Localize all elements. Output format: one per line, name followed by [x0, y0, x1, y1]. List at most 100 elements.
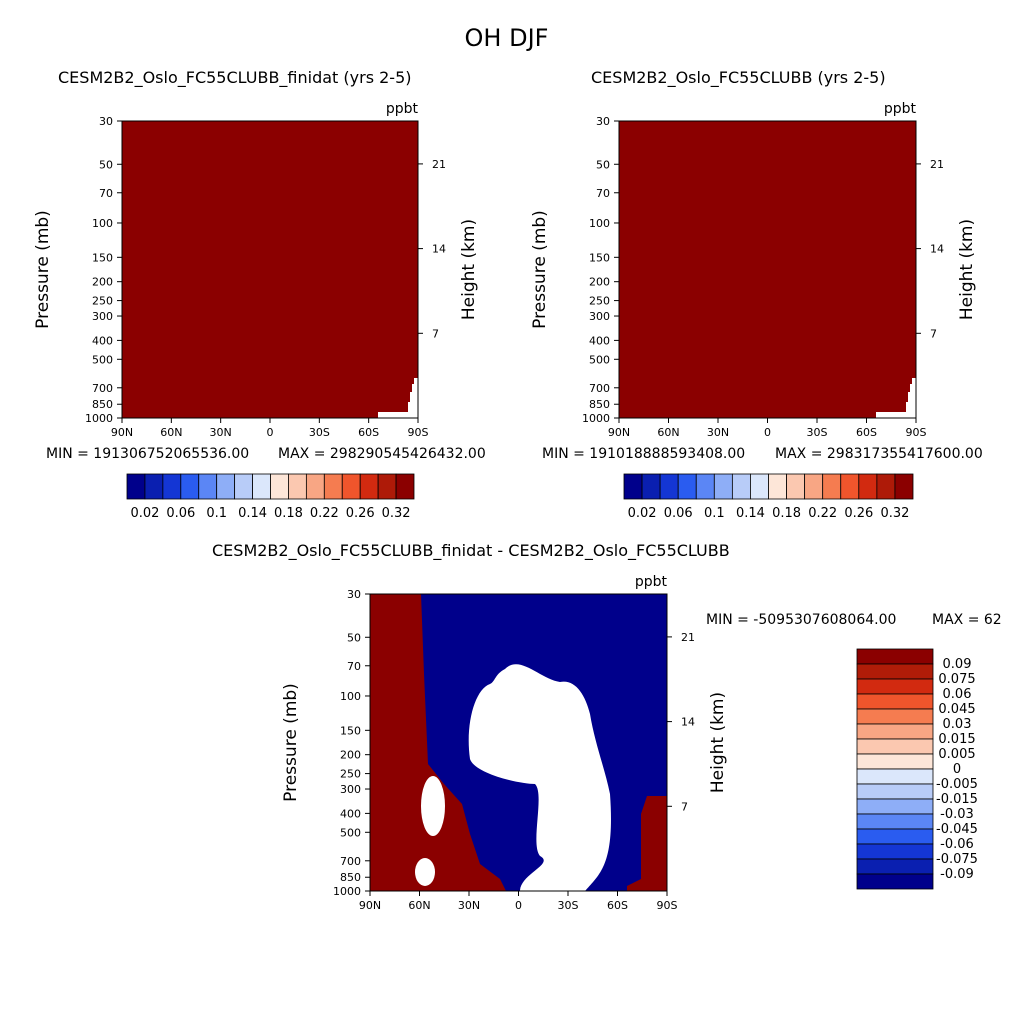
colorbar-swatch [786, 473, 806, 500]
colorbar-label: -0.045 [936, 822, 978, 837]
colorbar-swatch [856, 813, 934, 830]
x-tick-label: 0 [515, 899, 522, 912]
colorbar-label: 0.045 [938, 702, 975, 717]
colorbar-swatch [822, 473, 842, 500]
x-tick-label: 0 [267, 426, 274, 439]
y-tick-label: 250 [589, 295, 610, 308]
colorbar-swatch [288, 473, 307, 500]
y-tick-label: 200 [92, 276, 113, 289]
colorbar-swatch [768, 473, 787, 500]
colorbar-swatch [713, 473, 733, 500]
colorbar-swatch [677, 473, 697, 500]
y-tick-label: 850 [92, 398, 113, 411]
colorbar-label: -0.09 [940, 867, 974, 882]
x-tick-label: 30N [707, 426, 729, 439]
panel-1-min: MIN = 191306752065536.00 [46, 446, 250, 462]
colorbar-label: 0.1 [206, 506, 227, 521]
positive-region-right [627, 796, 667, 891]
y-tick-label: 850 [589, 398, 610, 411]
y-tick-label: 100 [92, 217, 113, 230]
colorbar-swatch [198, 473, 218, 500]
x-tick-label: 90N [111, 426, 133, 439]
colorbar-label: 0.015 [938, 732, 975, 747]
y-axis-title: Pressure (mb) [281, 683, 301, 802]
colorbar-swatch [856, 828, 934, 845]
panel-2-title: CESM2B2_Oslo_FC55CLUBB (yrs 2-5) [591, 68, 886, 87]
page-title: OH DJF [464, 24, 549, 52]
y-tick-label: 400 [340, 807, 361, 820]
x-tick-label: 30S [309, 426, 330, 439]
y-axis-title: Pressure (mb) [33, 210, 53, 329]
colorbar-label: -0.015 [936, 792, 978, 807]
x-tick-label: 30N [210, 426, 232, 439]
colorbar-swatch [876, 473, 896, 500]
y-tick-label: 70 [596, 187, 610, 200]
colorbar-swatch [623, 473, 643, 500]
colorbar-label: 0.14 [238, 506, 267, 521]
colorbar-label: 0.02 [130, 506, 159, 521]
height-tick-label: 21 [432, 158, 446, 171]
x-tick-label: 30S [558, 899, 579, 912]
colorbar-label: 0.22 [310, 506, 339, 521]
colorbar-swatch [395, 473, 415, 500]
colorbar-label: 0.26 [346, 506, 375, 521]
colorbar-swatch [856, 738, 934, 755]
y-axis-right-title: Height (km) [459, 219, 479, 320]
panel-1-colorbar: 0.02 0.06 0.1 0.14 0.18 0.22 0.26 0.32 [126, 473, 415, 521]
colorbar-swatch [359, 473, 379, 500]
y-tick-label: 150 [340, 724, 361, 737]
y-tick-label: 300 [340, 783, 361, 796]
field-fill [619, 121, 916, 418]
y-axis-right-title: Height (km) [708, 692, 728, 793]
units-label: ppbt [884, 101, 917, 117]
y-tick-label: 70 [99, 187, 113, 200]
panel-3-title: CESM2B2_Oslo_FC55CLUBB_finidat - CESM2B2… [212, 541, 730, 560]
panel-3-plot: 90N 60N 30N 0 30S 60S 90S 30 50 70 100 150 200 250 300… [281, 574, 728, 912]
colorbar-swatch [252, 473, 271, 500]
colorbar-swatch [856, 708, 934, 725]
colorbar-swatch [856, 678, 934, 695]
colorbar-swatch [804, 473, 824, 500]
units-label: ppbt [635, 574, 668, 590]
y-tick-label: 200 [340, 749, 361, 762]
near-zero-patch [415, 858, 435, 886]
y-tick-label: 50 [99, 158, 113, 171]
colorbar-label: 0.1 [704, 506, 725, 521]
x-tick-label: 60N [408, 899, 430, 912]
y-tick-label: 1000 [582, 412, 610, 425]
colorbar-swatch [270, 473, 289, 500]
x-tick-label: 30N [458, 899, 480, 912]
colorbar-swatch [856, 768, 934, 785]
y-tick-label: 300 [92, 310, 113, 323]
y-tick-label: 300 [589, 310, 610, 323]
x-tick-label: 90S [408, 426, 429, 439]
y-tick-label: 500 [589, 353, 610, 366]
colorbar-swatch [856, 723, 934, 740]
height-tick-label: 14 [930, 243, 944, 256]
y-tick-label: 400 [589, 334, 610, 347]
colorbar-label: -0.005 [936, 777, 978, 792]
colorbar-label: 0 [953, 762, 961, 777]
panel-1-plot: 90N 60N 30N 0 30S 60S 90S 30 50 70 100 150 200 250 300… [33, 101, 479, 439]
y-tick-label: 850 [340, 871, 361, 884]
panel-1-title: CESM2B2_Oslo_FC55CLUBB_finidat (yrs 2-5) [58, 68, 412, 87]
colorbar-swatch [840, 473, 860, 500]
panel-2-plot: 90N 60N 30N 0 30S 60S 90S 30 50 70 100 150 200 250 300… [530, 101, 977, 439]
colorbar-label: 0.32 [382, 506, 411, 521]
colorbar-swatch [162, 473, 182, 500]
colorbar-label: 0.06 [664, 506, 693, 521]
colorbar-swatch [856, 753, 934, 770]
height-tick-label: 7 [930, 327, 937, 340]
colorbar-swatch [731, 473, 751, 500]
colorbar-label: 0.02 [628, 506, 657, 521]
height-tick-label: 14 [432, 243, 446, 256]
y-tick-label: 500 [92, 353, 113, 366]
x-tick-label: 60N [160, 426, 182, 439]
colorbar-swatch [144, 473, 164, 500]
x-tick-label: 60S [358, 426, 379, 439]
x-tick-label: 90N [608, 426, 630, 439]
y-tick-label: 70 [347, 660, 361, 673]
y-tick-label: 150 [92, 251, 113, 264]
colorbar-swatch [856, 873, 934, 890]
